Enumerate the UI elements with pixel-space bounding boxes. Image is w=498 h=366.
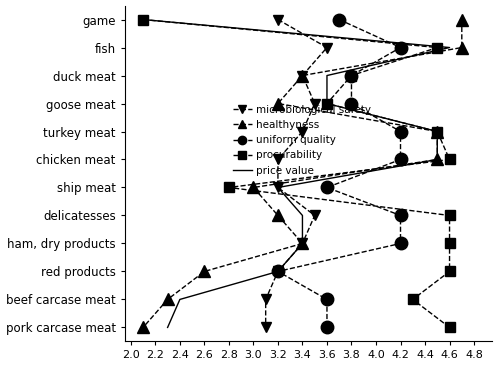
Legend: microbiological safety, healthyness, uniform quality, procurability, price value: microbiological safety, healthyness, uni… xyxy=(233,105,371,176)
